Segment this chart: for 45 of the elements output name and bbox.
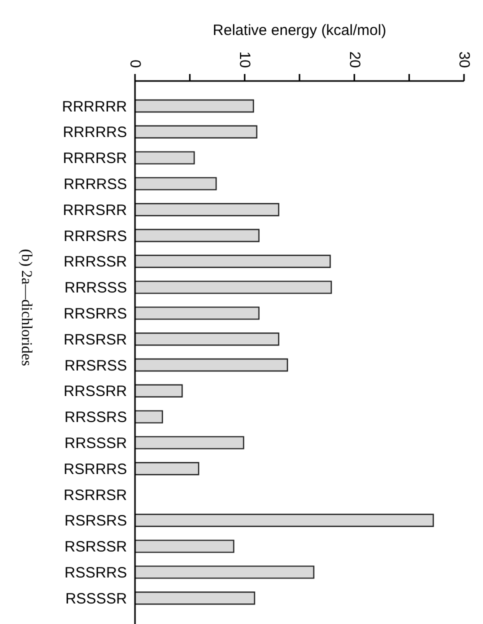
y-tick-label: RRSSSR [64,434,128,452]
bar [135,125,258,138]
bar [135,228,260,242]
x-tick-label: 20 [346,51,363,68]
y-tick-label: RRRSRS [64,228,127,245]
y-tick-label: RSSSSR [65,590,128,608]
bar [135,306,260,320]
y-tick-label: RRSRSS [64,357,127,374]
x-tick-label: 10 [236,51,254,68]
y-tick-label: RRSSRR [64,383,128,400]
bar [135,540,234,553]
bar [135,436,244,450]
x-tick-label: 30 [456,51,472,68]
y-tick-label: RRRRRS [62,124,127,142]
x-tick-label: 0 [126,60,144,68]
y-tick-label: RRRSSR [64,254,128,271]
bar [135,462,200,476]
y-tick-label: RRRRSR [62,150,128,168]
bar [135,410,164,424]
x-axis-title: Relative energy (kcal/mol) [212,22,388,39]
bar [135,202,280,216]
y-tick-label: RRSSRS [64,409,127,426]
bar [135,99,254,113]
bar [135,591,256,605]
y-tick-label: RSRSRS [64,512,127,530]
y-tick-label: RRSRRS [64,305,127,322]
y-tick-label: RSRRRS [64,460,127,478]
y-tick-label: RRRSRR [62,202,128,219]
bar [135,514,434,527]
bar [135,384,183,398]
y-tick-label: RRRRRR [62,98,128,116]
y-tick-label: RSSRRS [64,564,127,582]
bar [135,358,288,372]
bar [135,151,195,164]
bar [135,566,314,579]
bar [135,177,217,190]
y-tick-label: RSRRSR [64,486,128,504]
y-tick-label: RRRRSS [64,176,127,193]
y-tick-label: RSRSSR [64,538,128,556]
bar [135,332,280,346]
bar [135,280,332,294]
bar [135,254,331,268]
y-tick-label: RRSRSR [64,331,128,348]
y-tick-label: RRRSSS [64,280,127,297]
text: (b) 2a—dichlorides [17,248,34,369]
